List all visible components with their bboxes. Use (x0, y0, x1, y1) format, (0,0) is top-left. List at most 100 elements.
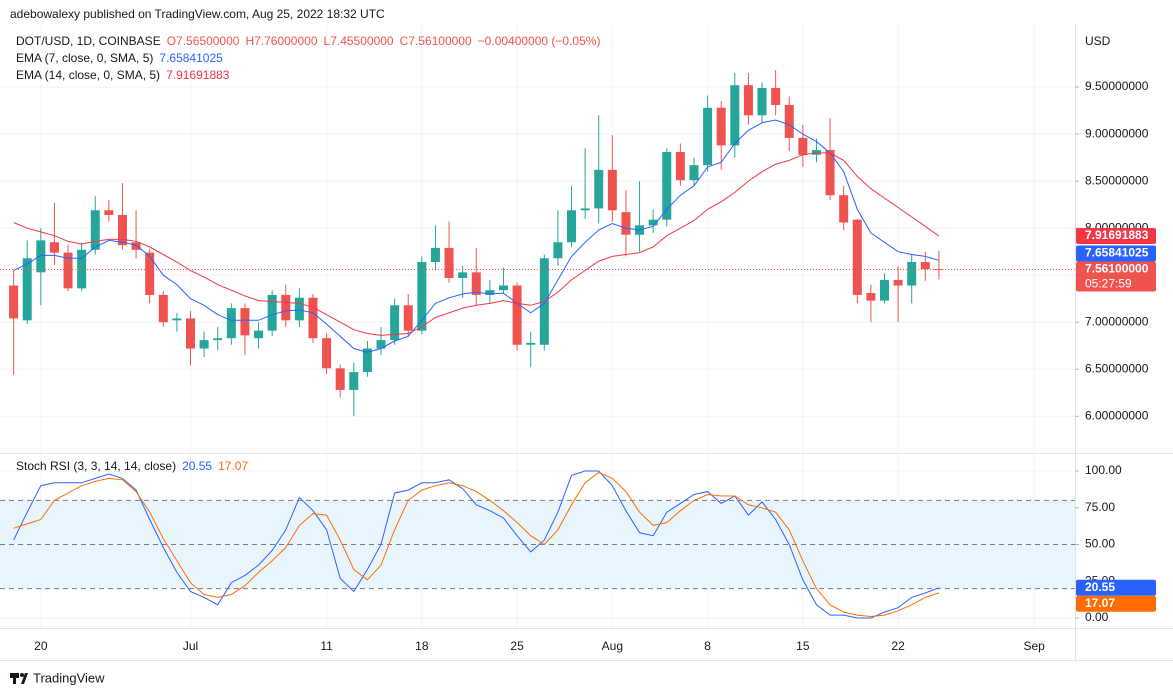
last-price-label: 7.56100000 (1085, 262, 1149, 276)
candle-body (9, 285, 19, 319)
y-tick-label: 6.50000000 (1085, 361, 1149, 375)
candle-body (158, 294, 168, 323)
candle-body (567, 210, 577, 243)
candle-body (36, 240, 46, 273)
candle-body (226, 308, 236, 339)
candle-body (771, 88, 781, 105)
candle-body (716, 107, 726, 146)
candle-body (743, 85, 753, 116)
candle-body (117, 214, 127, 246)
ohlc-high: H7.76000000 (245, 34, 317, 48)
ohlc-open: O7.56500000 (167, 34, 240, 48)
publish-header: adebowalexy published on TradingView.com… (10, 7, 385, 21)
candle-body (22, 258, 32, 321)
candle-body (675, 151, 685, 181)
candle-body (403, 305, 413, 331)
ema7-name: EMA (7, close, 0, SMA, 5) (16, 51, 153, 65)
candle-body (485, 290, 495, 295)
candle-body (444, 247, 454, 279)
candle-body (934, 269, 944, 271)
candle-body (471, 272, 481, 295)
candle-body (879, 279, 889, 301)
candle-body (335, 368, 345, 390)
candle-body (49, 242, 59, 253)
candle-body (458, 272, 468, 279)
candle-body (145, 252, 155, 295)
candle-body (784, 104, 794, 138)
candle-body (322, 338, 332, 369)
candle-body (730, 85, 740, 146)
y-tick-label: 8.50000000 (1085, 173, 1149, 187)
y-tick-label: 9.50000000 (1085, 79, 1149, 93)
candle-body (825, 150, 835, 196)
candle-body (213, 338, 223, 341)
candle-body (703, 107, 713, 166)
x-tick-label: 15 (796, 639, 810, 653)
indicator-line (13, 470, 940, 619)
stoch-value-box (1076, 595, 1156, 612)
indicator-line (13, 471, 940, 618)
ohlc-close: C7.56100000 (400, 34, 472, 48)
candle-body (63, 252, 73, 289)
y-tick-label: 9.00000000 (1085, 126, 1149, 140)
candle-body (580, 208, 590, 211)
y-tick-label: 7.00000000 (1085, 314, 1149, 328)
indicator-line (13, 119, 940, 353)
candle-body (281, 294, 291, 321)
x-tick-label: 8 (704, 639, 711, 653)
candle-body (186, 318, 196, 349)
candle-body (607, 169, 617, 211)
candle-body (376, 340, 386, 349)
candle-body (240, 308, 250, 336)
candle-body (430, 247, 440, 263)
x-tick-label: 22 (891, 639, 905, 653)
ema7-legend: EMA (7, close, 0, SMA, 5) 7.65841025 (16, 51, 223, 65)
candle-body (757, 88, 767, 116)
candle-body (90, 210, 100, 250)
ohlc-change: −0.00400000 (−0.05%) (478, 34, 601, 48)
candle-body (866, 293, 876, 301)
candle-body (893, 279, 903, 286)
candle-body (199, 340, 209, 349)
ema7-value: 7.65841025 (159, 51, 223, 65)
stoch-legend: Stoch RSI (3, 3, 14, 14, close) 20.55 17.0… (16, 459, 248, 473)
last-price-box (1076, 261, 1156, 292)
candle-body (526, 342, 536, 345)
x-tick-label: Aug (602, 639, 623, 653)
ema14-price-box (1076, 227, 1156, 244)
symbol-title: DOT/USD, 1D, COINBASE (16, 34, 161, 48)
chart-layers: 20 Jul 11 18 25 Aug 8 15 22 Sep (0, 25, 1075, 653)
stoch-value-box (1076, 579, 1156, 596)
tradingview-logo (10, 673, 28, 684)
candle-body (553, 242, 563, 259)
candle-body (349, 372, 359, 390)
x-tick-label: 18 (415, 639, 429, 653)
stoch-value-box-label: 17.07 (1085, 596, 1115, 610)
candle-body (907, 262, 917, 286)
ohlc-low: L7.45500000 (324, 34, 394, 48)
ema14-legend: EMA (14, close, 0, SMA, 5) 7.91691883 (16, 68, 230, 82)
candle-body (594, 169, 604, 209)
candle-body (390, 305, 400, 341)
candle-body (308, 297, 318, 339)
price-legend: DOT/USD, 1D, COINBASE O7.56500000 H7.76000… (16, 34, 600, 48)
candle-body (267, 294, 277, 331)
candle-body (852, 219, 862, 295)
candle-body (512, 285, 522, 345)
x-tick-label: Sep (1023, 639, 1045, 653)
currency-label: USD (1085, 34, 1111, 48)
candle-body (254, 330, 264, 339)
y-tick-label: 50.00 (1085, 537, 1115, 551)
candle-body (104, 210, 114, 215)
candle-body (294, 297, 304, 321)
countdown-label: 05:27:59 (1085, 277, 1132, 291)
candle-body (131, 242, 141, 250)
x-tick-label: 25 (510, 639, 524, 653)
y-tick-label: 6.00000000 (1085, 408, 1149, 422)
x-tick-label: Jul (183, 639, 198, 653)
candle-body (798, 137, 808, 155)
candle-body (362, 348, 372, 373)
